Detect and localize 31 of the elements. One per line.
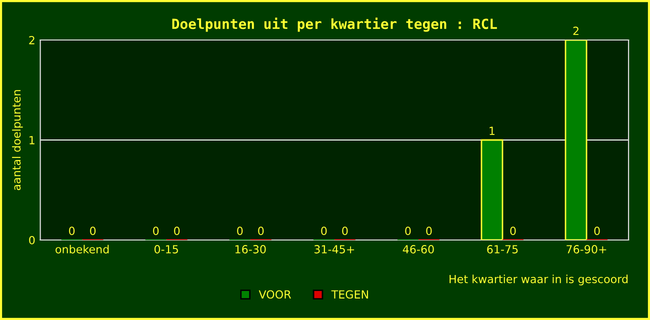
data-label: 0 xyxy=(594,226,600,236)
y-tick-label: 2 xyxy=(29,36,34,44)
legend-label: TEGEN xyxy=(331,290,368,299)
data-label: 0 xyxy=(321,226,327,236)
data-label: 0 xyxy=(174,226,180,236)
x-axis-title: Het kwartier waar in is gescoord xyxy=(450,274,628,286)
data-label: 0 xyxy=(426,226,432,236)
data-label: 0 xyxy=(405,226,411,236)
x-tick-label: 76-90+ xyxy=(566,245,606,254)
x-tick-label: 16-30 xyxy=(235,245,266,254)
x-tick-label: 31-45+ xyxy=(314,245,354,254)
y-tick-label: 0 xyxy=(29,236,35,244)
data-label: 0 xyxy=(342,226,348,236)
bar xyxy=(564,40,588,240)
data-label: 0 xyxy=(258,226,264,236)
bar xyxy=(480,139,504,240)
data-label: 1 xyxy=(490,126,494,135)
x-tick-label: 61-75 xyxy=(487,245,518,254)
data-label: 0 xyxy=(153,226,159,236)
x-tick-label: 0-15 xyxy=(154,245,178,254)
legend-label: VOOR xyxy=(258,290,292,299)
y-tick-label: 1 xyxy=(30,136,34,144)
data-label: 0 xyxy=(510,226,516,236)
chart-title: Doelpunten uit per kwartier tegen : RCL xyxy=(172,18,497,32)
x-tick-label: onbekend xyxy=(56,244,109,254)
data-label: 0 xyxy=(237,226,243,236)
x-tick-label: 46-60 xyxy=(402,245,434,254)
data-label: 0 xyxy=(90,226,96,236)
data-label: 0 xyxy=(69,226,75,236)
data-label: 2 xyxy=(573,26,578,35)
y-axis-title: aantal doelpunten xyxy=(12,90,23,190)
